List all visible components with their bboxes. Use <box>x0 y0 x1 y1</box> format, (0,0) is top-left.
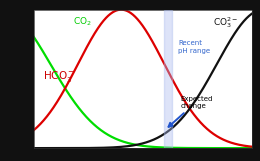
Bar <box>164 10 172 148</box>
Text: HCO$_3^-$: HCO$_3^-$ <box>43 69 75 84</box>
Text: CO$_2$: CO$_2$ <box>73 15 92 28</box>
Text: Recent
pH range: Recent pH range <box>178 40 210 54</box>
Text: Expected
change: Expected change <box>168 95 212 127</box>
Text: CO$_3^{2-}$: CO$_3^{2-}$ <box>213 15 238 30</box>
